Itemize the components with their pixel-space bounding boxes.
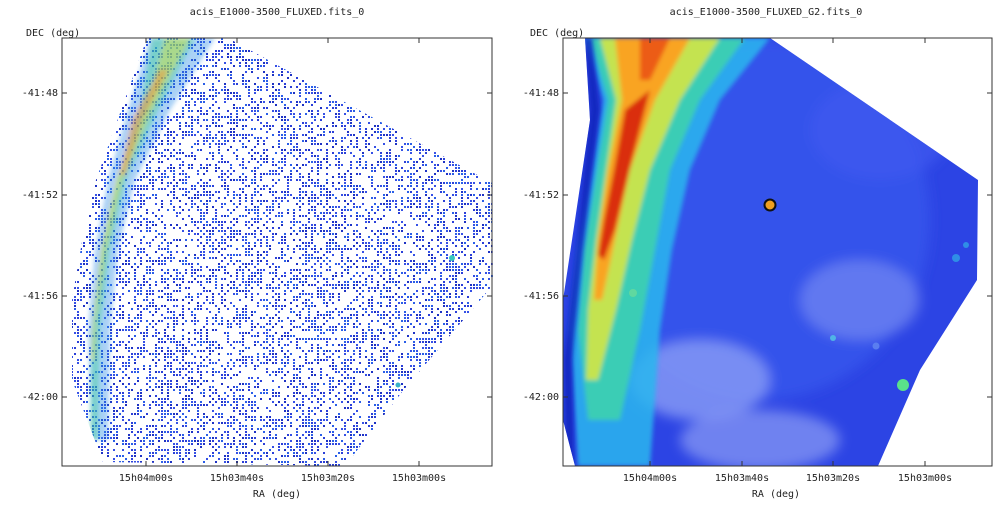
x-tick-label: 15h03m20s [301, 473, 355, 484]
y-tick-label: -42:00 [523, 392, 559, 403]
point-source [897, 379, 909, 391]
point-source [765, 200, 776, 211]
x-tick-label: 15h03m40s [715, 473, 769, 484]
point-source [830, 335, 836, 341]
y-tick-label: -41:56 [523, 291, 559, 302]
y-axis-label: DEC (deg) [26, 28, 80, 39]
y-tick-label: -41:56 [22, 291, 58, 302]
x-tick-label: 15h04m00s [119, 473, 173, 484]
y-tick-label: -41:48 [523, 88, 559, 99]
x-tick-label: 15h03m40s [210, 473, 264, 484]
chart-title: acis_E1000-3500_FLUXED_G2.fits_0 [670, 7, 863, 18]
panel-raw: acis_E1000-3500_FLUXED.fits_0 DEC (deg) … [22, 7, 500, 500]
point-source [952, 254, 960, 262]
x-tick-label: 15h03m00s [898, 473, 952, 484]
x-axis-label: RA (deg) [253, 489, 301, 500]
x-tick-label: 15h03m20s [806, 473, 860, 484]
y-axis-label: DEC (deg) [530, 28, 584, 39]
plot-area [555, 38, 995, 470]
x-tick-label: 15h04m00s [623, 473, 677, 484]
point-source [629, 289, 637, 297]
x-axis-label: RA (deg) [752, 489, 800, 500]
x-tick-label: 15h03m00s [392, 473, 446, 484]
point-source [963, 242, 969, 248]
panel-smoothed: acis_E1000-3500_FLUXED_G2.fits_0 DEC (de… [523, 7, 995, 500]
y-tick-label: -41:52 [523, 190, 559, 201]
plot-area [60, 38, 500, 468]
chart-title: acis_E1000-3500_FLUXED.fits_0 [190, 7, 365, 18]
y-tick-label: -41:52 [22, 190, 58, 201]
y-tick-label: -41:48 [22, 88, 58, 99]
y-tick-label: -42:00 [22, 392, 58, 403]
point-source [873, 343, 880, 350]
